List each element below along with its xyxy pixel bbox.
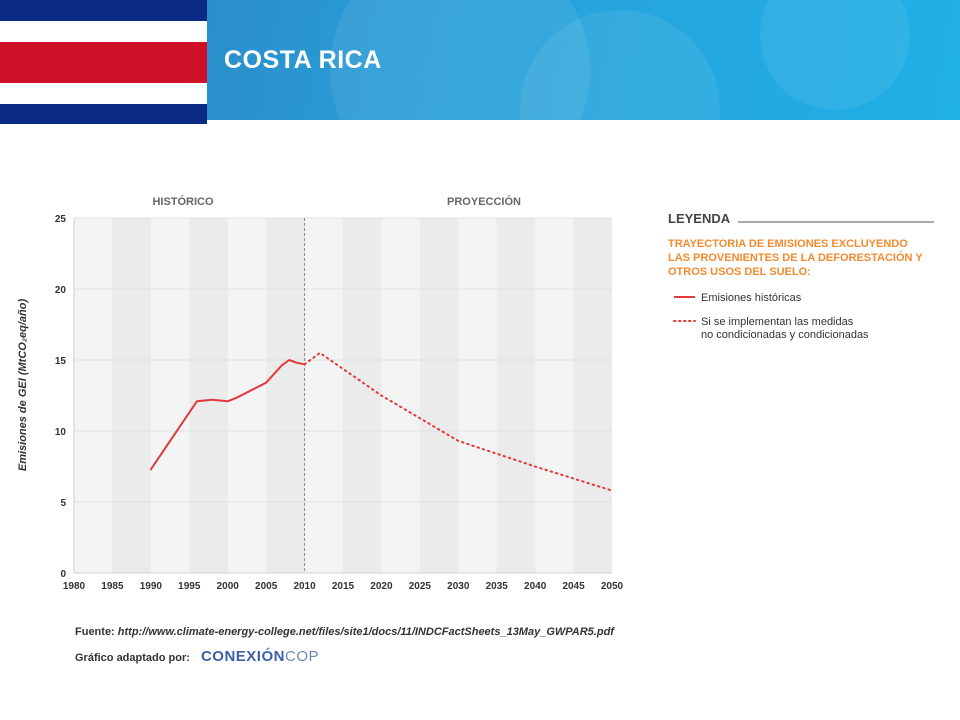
legend-subtitle-line: OTROS USOS DEL SUELO: — [668, 266, 811, 278]
legend: LEYENDA TRAYECTORIA DE EMISIONES EXCLUYE… — [668, 211, 934, 341]
grid-lines — [73, 217, 612, 574]
adapted-label: Gráfico adaptado por: — [75, 652, 190, 664]
conexioncop-logo: CONEXIÓNCOP — [201, 648, 319, 665]
historical-emissions-line — [149, 359, 306, 471]
x-tick-label: 2000 — [217, 581, 240, 592]
projection-line — [303, 351, 613, 492]
y-axis-label: Emisiones de GEI (MtCO₂eq/año) — [17, 299, 29, 472]
y-tick-labels: 0 5 10 15 20 25 — [55, 214, 67, 580]
flag-stripe — [0, 21, 207, 42]
costa-rica-flag — [0, 0, 207, 124]
legend-item-historicas: Emisiones históricas — [701, 292, 802, 304]
legend-subtitle-line: TRAYECTORIA DE EMISIONES EXCLUYENDO — [668, 238, 908, 250]
legend-title: LEYENDA — [668, 211, 731, 226]
source-line: Fuente: http://www.climate-energy-colleg… — [75, 626, 614, 638]
x-tick-label: 1995 — [178, 581, 201, 592]
x-tick-label: 2050 — [601, 581, 624, 592]
emissions-chart: HISTÓRICO PROYECCIÓN Emisiones de GEI (M… — [17, 195, 934, 592]
source-label: Fuente: — [75, 626, 115, 638]
flag-stripe — [0, 42, 207, 83]
x-tick-label: 2010 — [293, 581, 316, 592]
x-tick-label: 2005 — [255, 581, 278, 592]
adapted-line: Gráfico adaptado por: CONEXIÓNCOP — [75, 648, 319, 665]
y-tick-label: 15 — [55, 356, 67, 367]
plot-background — [74, 218, 612, 573]
x-tick-labels: 1980 1985 1990 1995 2000 2005 2010 2015 2020 2025… — [63, 581, 624, 592]
plot-band — [343, 218, 382, 573]
section-label-proyeccion: PROYECCIÓN — [447, 195, 521, 208]
flag-stripe — [0, 0, 207, 21]
section-label-historico: HISTÓRICO — [152, 195, 214, 208]
plot-band — [573, 218, 612, 573]
y-tick-label: 25 — [55, 214, 67, 225]
y-tick-label: 10 — [55, 427, 67, 438]
x-tick-label: 2030 — [447, 581, 470, 592]
x-tick-label: 2025 — [409, 581, 432, 592]
plot-band — [496, 218, 536, 573]
plot-band — [419, 218, 459, 573]
plot-band — [266, 218, 305, 573]
y-tick-label: 20 — [55, 285, 67, 296]
y-tick-label: 5 — [60, 498, 66, 509]
x-tick-label: 1980 — [63, 581, 86, 592]
x-tick-label: 2015 — [332, 581, 355, 592]
plot-band — [189, 218, 228, 573]
flag-stripe — [0, 104, 207, 124]
x-tick-label: 2040 — [524, 581, 547, 592]
x-tick-label: 1985 — [101, 581, 124, 592]
source-url[interactable]: http://www.climate-energy-college.net/fi… — [117, 626, 614, 638]
x-tick-label: 2045 — [562, 581, 585, 592]
legend-item-medidas: no condicionadas y condicionadas — [701, 329, 869, 341]
plot-band — [112, 218, 151, 573]
decorative-bubble — [330, 0, 590, 120]
series-lines — [149, 351, 613, 492]
page-title: COSTA RICA — [224, 46, 382, 74]
x-tick-label: 1990 — [140, 581, 163, 592]
decorative-bubble — [760, 0, 910, 110]
legend-subtitle-line: LAS PROVENIENTES DE LA DEFORESTACIÓN Y — [668, 251, 923, 264]
x-tick-label: 2020 — [370, 581, 393, 592]
flag-stripe — [0, 83, 207, 104]
brand-light: COP — [284, 648, 319, 665]
brand-bold: CONEXIÓN — [200, 648, 285, 665]
legend-item-medidas: Si se implementan las medidas — [701, 316, 854, 328]
y-tick-label: 0 — [60, 569, 66, 580]
x-tick-label: 2035 — [486, 581, 509, 592]
